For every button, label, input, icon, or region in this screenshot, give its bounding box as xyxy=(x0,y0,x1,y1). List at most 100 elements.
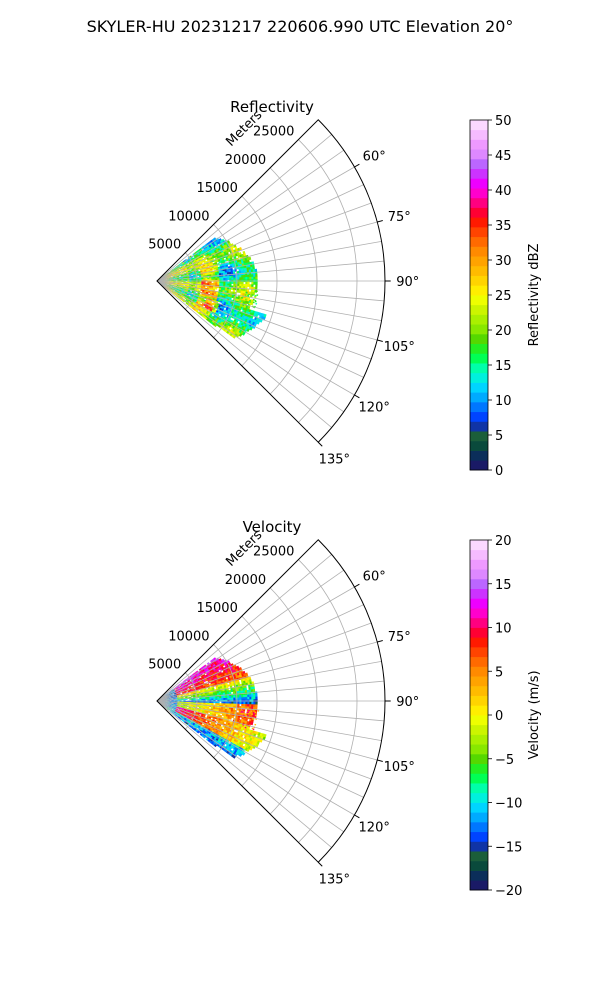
echo-cell xyxy=(225,277,228,281)
echo-cell xyxy=(200,694,204,696)
echo-cell xyxy=(188,288,191,290)
echo-cell xyxy=(204,273,208,276)
echo-cell xyxy=(238,268,242,272)
echo-cell xyxy=(248,679,252,683)
echo-cell xyxy=(231,701,234,704)
echo-cell xyxy=(220,709,223,713)
echo-cell xyxy=(206,264,210,267)
azimuth-tick-label: 90° xyxy=(396,275,419,290)
echo-cell xyxy=(237,275,240,278)
echo-cell xyxy=(250,289,254,293)
echo-cell xyxy=(225,276,228,279)
echo-cell xyxy=(197,278,200,280)
colorbar-segment xyxy=(470,372,488,383)
echo-cell xyxy=(199,680,202,683)
echo-cell xyxy=(231,281,234,284)
echo-cell xyxy=(177,293,180,296)
echo-cell xyxy=(173,709,176,711)
colorbar-tick-label: 30 xyxy=(495,254,512,269)
echo-cell xyxy=(176,684,179,687)
echo-cell xyxy=(180,707,183,709)
echo-cell xyxy=(230,271,234,275)
echo-cell xyxy=(183,294,187,297)
echo-cell xyxy=(245,715,248,717)
echo-cell xyxy=(203,277,206,280)
echo-cell xyxy=(197,261,200,264)
echo-cell xyxy=(180,288,183,290)
echo-cell xyxy=(209,278,212,281)
echo-cell xyxy=(180,296,183,298)
echo-cell xyxy=(183,291,186,294)
echo-cell xyxy=(216,271,220,274)
echo-cell xyxy=(178,687,181,690)
echo-cell xyxy=(178,264,182,267)
echo-cell xyxy=(201,697,204,700)
echo-cell xyxy=(184,712,188,715)
echo-cell xyxy=(170,695,173,697)
echo-cell xyxy=(182,706,186,708)
echo-cell xyxy=(217,292,221,296)
echo-cell xyxy=(170,270,173,273)
echo-cell xyxy=(197,695,200,698)
colorbar-segment xyxy=(470,569,488,580)
echo-cell xyxy=(242,258,246,262)
echo-cell xyxy=(193,702,196,704)
echo-cell xyxy=(180,706,184,708)
colorbar-segment xyxy=(470,802,488,813)
azimuth-spoke xyxy=(156,700,344,833)
colorbar-segment xyxy=(470,637,488,648)
echo-cell xyxy=(197,297,201,300)
echo-cell xyxy=(212,272,216,275)
echo-cell xyxy=(187,716,190,719)
echo-cell xyxy=(225,714,229,717)
echo-cell xyxy=(189,702,192,704)
range-tick-label: 10000 xyxy=(168,629,209,644)
echo-cell xyxy=(218,708,222,711)
echo-cell xyxy=(183,714,187,717)
echo-cell xyxy=(245,277,248,280)
echo-cell xyxy=(174,714,177,717)
echo-cell xyxy=(182,296,186,299)
echo-cell xyxy=(216,709,220,712)
echo-cell xyxy=(253,274,256,278)
echo-cell xyxy=(225,264,229,268)
echo-cell xyxy=(170,709,173,712)
echo-cell xyxy=(171,272,174,274)
echo-cell xyxy=(189,279,192,281)
echo-cell xyxy=(252,739,257,744)
azimuth-tick xyxy=(354,163,360,168)
echo-cell xyxy=(175,687,179,690)
echo-cell xyxy=(225,716,228,719)
echo-cell xyxy=(215,266,219,270)
colorbar-segment xyxy=(470,178,488,189)
echo-cell xyxy=(172,274,175,277)
echo-cell xyxy=(238,712,241,716)
echo-cell xyxy=(252,688,256,693)
echo-cell xyxy=(181,294,185,296)
colorbar-segment xyxy=(470,578,488,590)
echo-cell xyxy=(213,324,217,328)
echo-cell xyxy=(183,684,186,687)
echo-cell xyxy=(210,688,213,691)
echo-cell xyxy=(225,262,228,266)
echo-cell xyxy=(218,271,222,274)
echo-cell xyxy=(241,261,244,265)
azimuth-spoke xyxy=(156,280,355,396)
azimuth-spoke xyxy=(156,700,382,741)
echo-cell xyxy=(240,288,244,292)
echo-cell xyxy=(177,293,180,296)
echo-cell xyxy=(223,265,227,268)
echo-cell xyxy=(174,706,177,708)
echo-cell xyxy=(199,699,202,701)
echo-cell xyxy=(216,719,219,722)
echo-cell xyxy=(180,719,184,722)
echo-cell xyxy=(195,712,198,715)
echo-cell xyxy=(223,685,227,688)
echo-cell xyxy=(244,714,247,716)
echo-cell xyxy=(216,273,220,276)
echo-cell xyxy=(177,281,180,283)
echo-cell xyxy=(208,692,212,695)
echo-cell xyxy=(223,698,226,701)
echo-cell xyxy=(187,704,190,706)
echo-cell xyxy=(226,708,230,712)
